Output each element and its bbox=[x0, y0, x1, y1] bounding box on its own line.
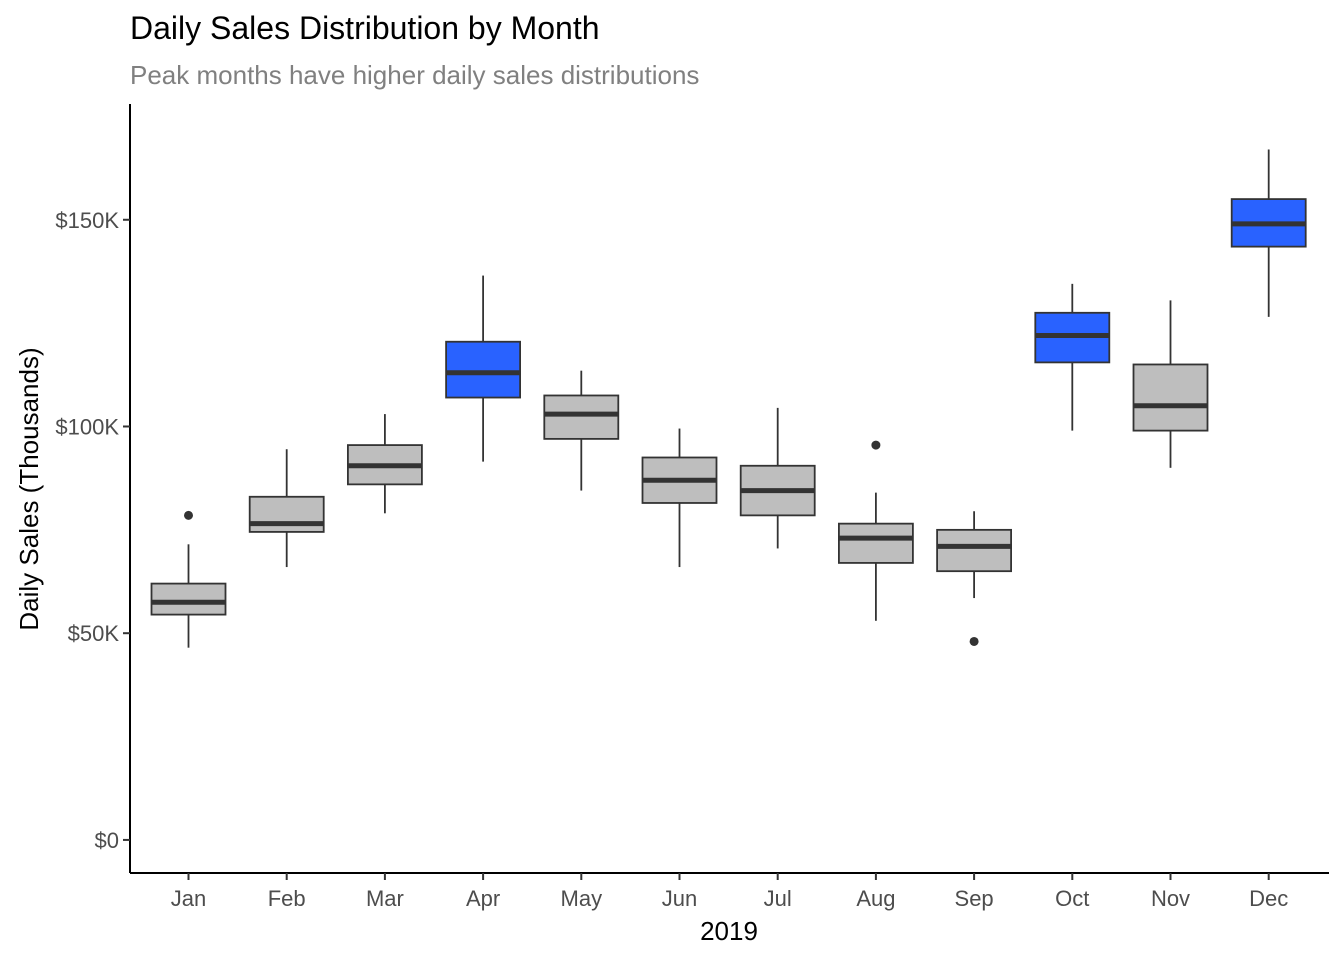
box-iqr bbox=[838, 522, 914, 564]
chart-subtitle: Peak months have higher daily sales dist… bbox=[130, 60, 700, 90]
y-axis-title: Daily Sales (Thousands) bbox=[14, 347, 44, 630]
box-jan bbox=[150, 510, 227, 648]
box-may bbox=[543, 370, 620, 491]
x-tick-label: Apr bbox=[466, 886, 500, 911]
box-iqr bbox=[445, 340, 522, 399]
x-tick-label: Mar bbox=[366, 886, 404, 911]
outlier-point bbox=[969, 636, 979, 646]
x-tick-label: Aug bbox=[856, 886, 895, 911]
box-iqr bbox=[248, 495, 325, 533]
box-iqr bbox=[1132, 363, 1209, 432]
x-axis-ticks: Jan Feb Mar Apr May Jun Jul Aug Sep Oct Nov Dec bbox=[171, 873, 1288, 911]
y-tick-label: $150K bbox=[55, 208, 119, 233]
box-mar bbox=[346, 414, 423, 514]
x-tick-label: Nov bbox=[1151, 886, 1190, 911]
x-tick-label: Jul bbox=[764, 886, 792, 911]
chart-title: Daily Sales Distribution by Month bbox=[130, 10, 600, 46]
x-tick-label: Oct bbox=[1055, 886, 1089, 911]
x-tick-label: Sep bbox=[955, 886, 994, 911]
x-tick-label: Feb bbox=[268, 886, 306, 911]
box-jun bbox=[641, 428, 718, 568]
box-iqr bbox=[150, 582, 227, 616]
box-sep bbox=[936, 511, 1012, 646]
box-aug bbox=[838, 440, 914, 621]
y-tick-label: $50K bbox=[68, 621, 120, 646]
y-tick-label: $0 bbox=[95, 828, 119, 853]
box-jul bbox=[739, 407, 816, 549]
box-iqr bbox=[543, 394, 620, 440]
box-apr bbox=[445, 275, 522, 462]
box-oct bbox=[1034, 283, 1111, 431]
x-axis-title: 2019 bbox=[700, 916, 758, 946]
box-nov bbox=[1132, 300, 1209, 468]
y-tick-label: $100K bbox=[55, 414, 119, 439]
box-dec bbox=[1230, 149, 1307, 317]
x-tick-label: Jan bbox=[171, 886, 206, 911]
x-tick-label: May bbox=[561, 886, 603, 911]
outlier-point bbox=[871, 440, 881, 450]
y-axis-ticks: $0 $50K $100K $150K bbox=[55, 208, 130, 853]
x-tick-label: Dec bbox=[1249, 886, 1288, 911]
box-feb bbox=[248, 449, 325, 568]
box-iqr bbox=[936, 528, 1012, 573]
x-tick-label: Jun bbox=[662, 886, 697, 911]
outlier-point bbox=[184, 510, 193, 520]
plot-area bbox=[150, 149, 1307, 648]
